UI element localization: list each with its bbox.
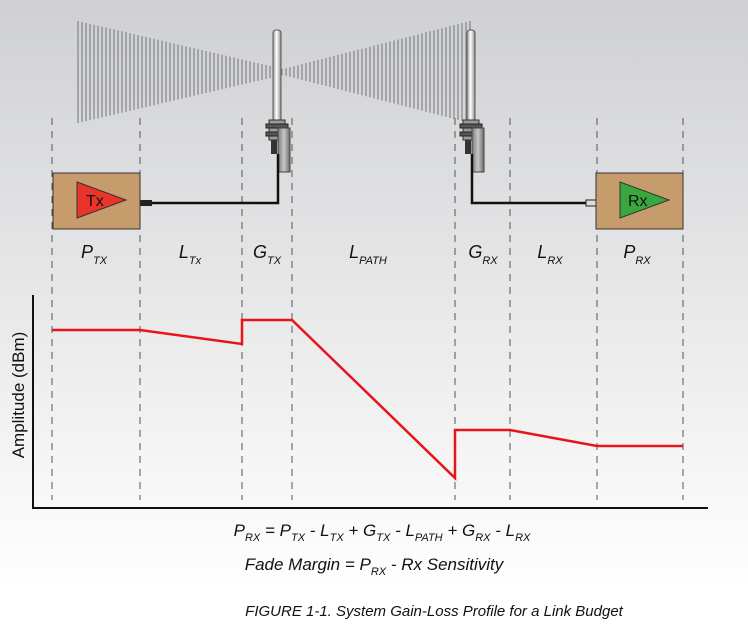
fade-margin-equation: Fade Margin = PRX - Rx Sensitivity (245, 555, 505, 578)
y-axis-label: Amplitude (dBm) (9, 332, 28, 459)
rx-antenna (459, 29, 485, 173)
tx-cable (140, 154, 280, 205)
stage-label-lpath: LPATH (349, 242, 387, 267)
beam-pattern (77, 21, 471, 123)
stage-label-lrx: LRX (537, 242, 563, 267)
gain-loss-profile-line (52, 318, 683, 481)
antenna-mast (471, 127, 485, 173)
antenna-mast (277, 127, 291, 173)
link-budget-equation: PRX = PTX - LTX + GTX - LPATH + GRX - LR… (234, 521, 531, 544)
tx-connector (140, 200, 152, 206)
stage-label-ltx: LTx (179, 242, 202, 267)
rx-cable (470, 154, 592, 205)
antenna-clamp (265, 123, 289, 129)
rx-label: Rx (628, 193, 648, 210)
tx-label: Tx (86, 193, 104, 210)
stage-label-gtx: GTX (253, 242, 282, 267)
rx-box: Rx (595, 172, 684, 230)
stage-label-prx: PRX (623, 242, 651, 267)
antenna-connector (465, 140, 471, 154)
figure-caption-text: FIGURE 1-1. System Gain-Loss Profile for… (245, 603, 623, 620)
tx-antenna (265, 29, 291, 173)
antenna-connector (271, 140, 277, 154)
stage-label-grx: GRX (468, 242, 498, 267)
tx-amplifier-icon (76, 181, 128, 219)
tx-box: Tx (52, 172, 141, 230)
antenna-whip (466, 29, 476, 123)
stage-labels: PTX LTx GTX LPATH GRX LRX PRX (81, 242, 651, 267)
stage-label-ptx: PTX (81, 242, 108, 267)
antenna-clamp (459, 123, 483, 129)
antenna-whip (272, 29, 282, 123)
rx-amplifier-icon (619, 181, 671, 219)
axes: Amplitude (dBm) (9, 295, 708, 509)
rx-connector (585, 199, 597, 207)
figure-caption: FIGURE 1-1. System Gain-Loss Profile for… (0, 603, 748, 620)
